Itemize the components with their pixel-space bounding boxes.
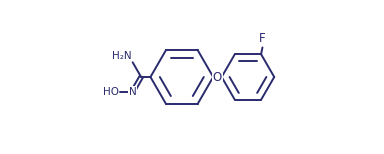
Text: F: F xyxy=(259,32,266,45)
Text: HO: HO xyxy=(103,87,119,97)
Text: H₂N: H₂N xyxy=(112,51,132,61)
Text: O: O xyxy=(213,71,222,83)
Text: N: N xyxy=(129,87,137,97)
